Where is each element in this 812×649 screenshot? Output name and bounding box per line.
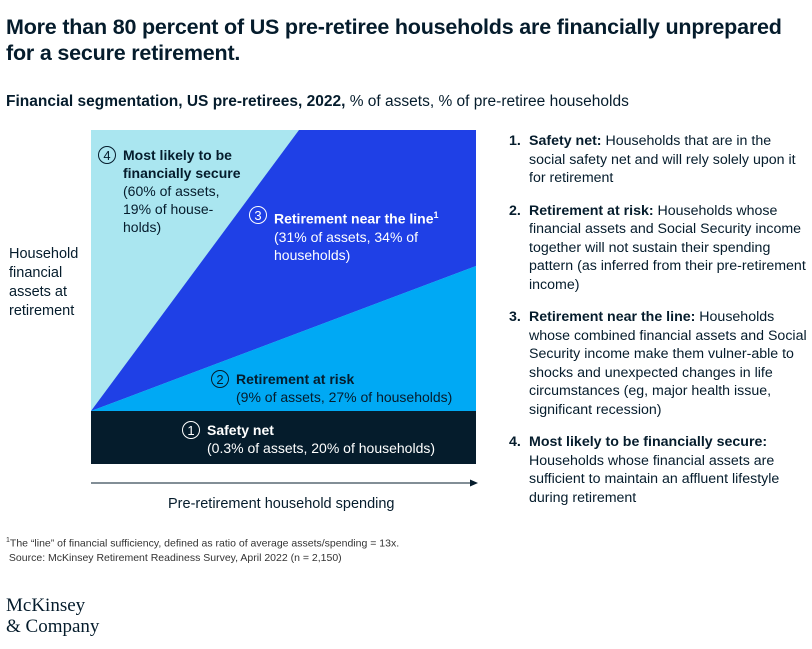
segment-4-label: 4 Most likely to be financially secure (6… <box>98 146 258 236</box>
segment-1-number: 1 <box>182 421 200 439</box>
segment-2-number: 2 <box>211 370 229 388</box>
segment-3-area <box>91 130 476 411</box>
segment-1-area <box>91 411 476 464</box>
segment-descriptions: 1. Safety net: Households that are in th… <box>509 132 809 521</box>
description-item: 2. Retirement at risk: Households whose … <box>509 202 806 293</box>
segment-2-area <box>91 266 476 411</box>
source-note: Source: McKinsey Retirement Readiness Su… <box>8 551 342 564</box>
description-item: 1. Safety net: Households that are in th… <box>509 133 796 186</box>
y-axis-label: Household financial assets at retirement <box>9 246 79 319</box>
segment-1-label: 1 Safety net (0.3% of assets, 20% of hou… <box>182 421 472 457</box>
x-axis-arrowhead <box>470 479 478 487</box>
description-item: 4. Most likely to be financially secure:… <box>509 434 780 506</box>
segment-3-number: 3 <box>249 206 267 224</box>
segment-4-number: 4 <box>98 146 116 164</box>
x-axis-label: Pre-retirement household spending <box>168 496 395 512</box>
page-title: More than 80 percent of US pre-retiree h… <box>6 15 782 65</box>
segment-2-label: 2 Retirement at risk (9% of assets, 27% … <box>211 370 481 406</box>
mckinsey-logo: McKinsey & Company <box>6 595 100 637</box>
description-item: 3. Retirement near the line: Households … <box>509 309 807 418</box>
footnote: 1The “line” of financial sufficiency, de… <box>6 537 400 564</box>
chart-subtitle: Financial segmentation, US pre-retirees,… <box>6 93 629 110</box>
segment-3-label: 3 Retirement near the line1 (31% of asse… <box>249 206 479 264</box>
